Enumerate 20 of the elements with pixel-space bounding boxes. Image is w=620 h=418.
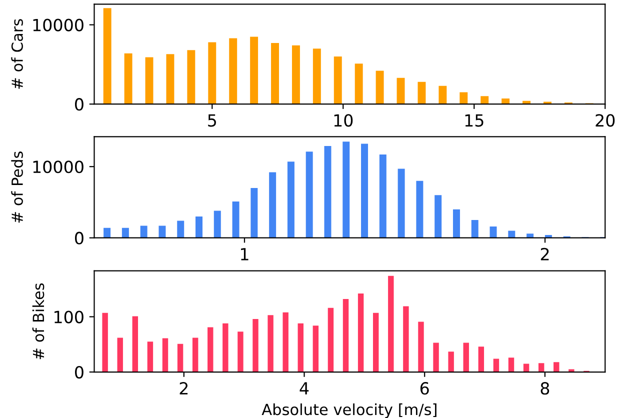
- y-tick-label: 10000: [33, 160, 84, 174]
- y-tick-label: 0: [75, 98, 84, 111]
- x-tick-label: 10: [334, 114, 353, 127]
- x-tick-label: 2: [180, 382, 188, 394]
- x-tick-label: 8: [540, 382, 550, 395]
- x-tick-label: 6: [420, 382, 429, 395]
- x-tick-label: 1: [241, 248, 248, 260]
- x-tick-label: 5: [208, 114, 216, 127]
- y-tick-label: 0: [75, 366, 84, 379]
- x-tick-label: 4: [300, 382, 309, 394]
- x-tick-label: 15: [465, 114, 484, 127]
- y-tick-label: 10000: [33, 18, 84, 32]
- x-tick-label: 20: [596, 114, 615, 127]
- y-axis-title: # of Peds: [11, 152, 23, 223]
- y-tick-label: 0: [75, 232, 84, 244]
- y-axis-title: # of Bikes: [32, 283, 44, 360]
- y-axis-title: # of Cars: [11, 19, 23, 89]
- x-axis-title: Absolute velocity [m/s]: [262, 403, 436, 418]
- y-tick-label: 100: [54, 310, 84, 324]
- x-tick-label: 2: [540, 248, 549, 260]
